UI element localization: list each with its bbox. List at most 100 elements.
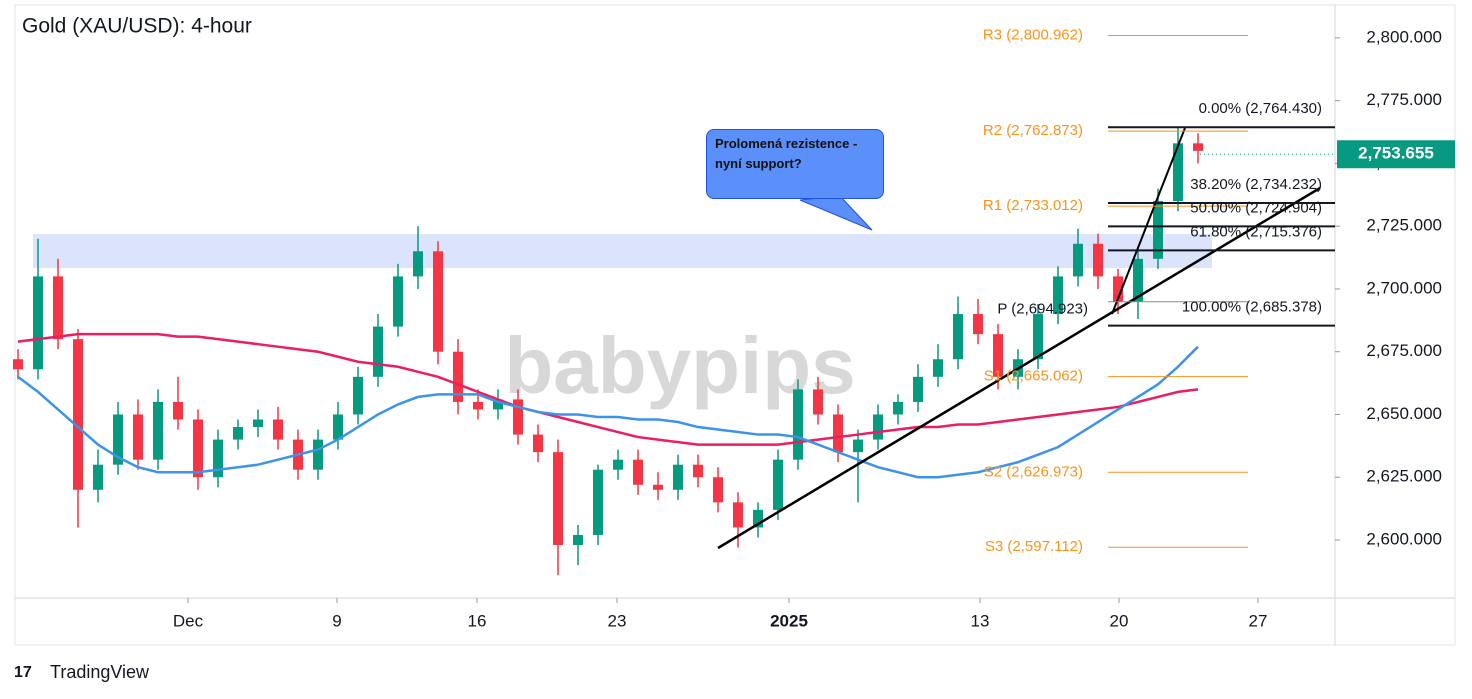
candle-body: [373, 326, 383, 377]
candle-body: [573, 534, 583, 546]
x-tick-label: 23: [608, 611, 627, 630]
candle-body: [53, 276, 63, 340]
candle-body: [1173, 143, 1183, 202]
x-tick-label: 16: [468, 611, 487, 630]
candle-body: [913, 376, 923, 402]
candle-body: [153, 401, 163, 460]
candle-body: [893, 401, 903, 415]
y-tick-label: 2,675.000: [1366, 341, 1442, 360]
candle-body: [1113, 276, 1123, 302]
fib-label: 61.80% (2,715.376): [1190, 223, 1322, 240]
pivot-label: S1 (2,665.062): [984, 368, 1083, 385]
pivot-label: R1 (2,733.012): [983, 197, 1083, 214]
candle-body: [553, 452, 563, 546]
candle-body: [333, 414, 343, 440]
candle-body: [1073, 243, 1083, 277]
candle-body: [393, 276, 403, 327]
candle-body: [993, 334, 1003, 377]
candle-body: [93, 464, 103, 490]
pivot-label: R3 (2,800.962): [983, 26, 1083, 43]
candle-body: [133, 414, 143, 460]
x-tick-label: 9: [332, 611, 341, 630]
trend-line: [717, 186, 1321, 550]
candle-body: [753, 509, 763, 528]
resistance-zone: [33, 234, 1212, 268]
candle-body: [853, 439, 863, 453]
fib-label: 50.00% (2,724.904): [1190, 199, 1322, 216]
candle-body: [793, 389, 803, 460]
last-price-label: 2,753.655: [1358, 144, 1434, 163]
candle-body: [253, 419, 263, 428]
brand: TradingView: [50, 662, 150, 682]
candle-body: [1033, 314, 1043, 360]
y-tick-label: 2,700.000: [1366, 278, 1442, 297]
fib-label: 100.00% (2,685.378): [1182, 299, 1322, 316]
y-tick-label: 2,725.000: [1366, 216, 1442, 235]
candle-body: [273, 419, 283, 440]
candle-body: [813, 389, 823, 415]
candle-body: [633, 459, 643, 485]
pivot-label: R2 (2,762.873): [983, 122, 1083, 139]
x-tick-label: 20: [1110, 611, 1129, 630]
candle-body: [13, 359, 23, 370]
candle-body: [773, 459, 783, 510]
candle-body: [193, 419, 203, 478]
candle-body: [453, 351, 463, 402]
y-tick-label: 2,775.000: [1366, 90, 1442, 109]
candle-body: [1093, 243, 1103, 277]
candle-body: [713, 477, 723, 503]
moving-average: [17, 345, 1199, 479]
y-tick-label: 2,650.000: [1366, 404, 1442, 423]
candle-body: [33, 276, 43, 370]
annotation: Prolomená rezistence - nyní support?: [706, 129, 884, 199]
pivot-label: S2 (2,626.973): [984, 463, 1083, 480]
candle-body: [973, 314, 983, 335]
candle-body: [693, 464, 703, 478]
candle-body: [233, 427, 243, 440]
candle-body: [433, 251, 443, 352]
moving-average: [17, 332, 1199, 446]
x-tick-label: 2025: [770, 611, 808, 630]
candle-body: [1053, 276, 1063, 315]
candle-body: [493, 399, 503, 410]
candle-body: [533, 434, 543, 453]
candle-body: [513, 399, 523, 435]
pivot-label: P (2,694.923): [997, 301, 1088, 318]
x-tick-label: 13: [971, 611, 990, 630]
candle-body: [1153, 201, 1163, 259]
chart-title: Gold (XAU/USD): 4-hour: [22, 15, 252, 38]
x-tick-label: 27: [1249, 611, 1268, 630]
y-tick-label: 2,800.000: [1366, 27, 1442, 46]
candle-body: [613, 459, 623, 470]
fib-line: [1111, 127, 1186, 315]
candle-body: [113, 414, 123, 465]
fib-label: 0.00% (2,764.430): [1199, 100, 1322, 117]
y-tick-label: 2,600.000: [1366, 529, 1442, 548]
candle-body: [733, 502, 743, 528]
candle-body: [1133, 258, 1143, 302]
candle-body: [73, 339, 83, 490]
pivot-label: S3 (2,597.112): [985, 538, 1083, 555]
candle-body: [173, 401, 183, 420]
y-tick-label: 2,625.000: [1366, 467, 1442, 486]
candle-body: [653, 484, 663, 490]
candle-body: [353, 376, 363, 415]
fib-label: 38.20% (2,734.232): [1190, 176, 1322, 193]
brand-icon: 17: [14, 664, 32, 681]
candle-body: [313, 439, 323, 470]
candle-body: [953, 314, 963, 360]
candle-body: [1193, 143, 1203, 151]
plot: [13, 127, 1203, 576]
x-tick-label: Dec: [173, 611, 204, 630]
last-price-box: [1337, 140, 1455, 169]
candle-body: [473, 401, 483, 410]
candle-body: [593, 469, 603, 535]
candle-body: [413, 251, 423, 277]
candle-body: [873, 414, 883, 440]
candle-body: [933, 359, 943, 377]
candle-body: [833, 414, 843, 453]
candle-body: [213, 439, 223, 478]
candle-body: [673, 464, 683, 490]
